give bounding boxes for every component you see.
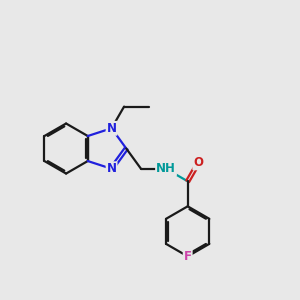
Text: N: N xyxy=(106,122,117,135)
Text: N: N xyxy=(106,162,117,175)
Text: O: O xyxy=(193,156,203,170)
Text: NH: NH xyxy=(156,162,176,175)
Text: F: F xyxy=(184,250,192,263)
